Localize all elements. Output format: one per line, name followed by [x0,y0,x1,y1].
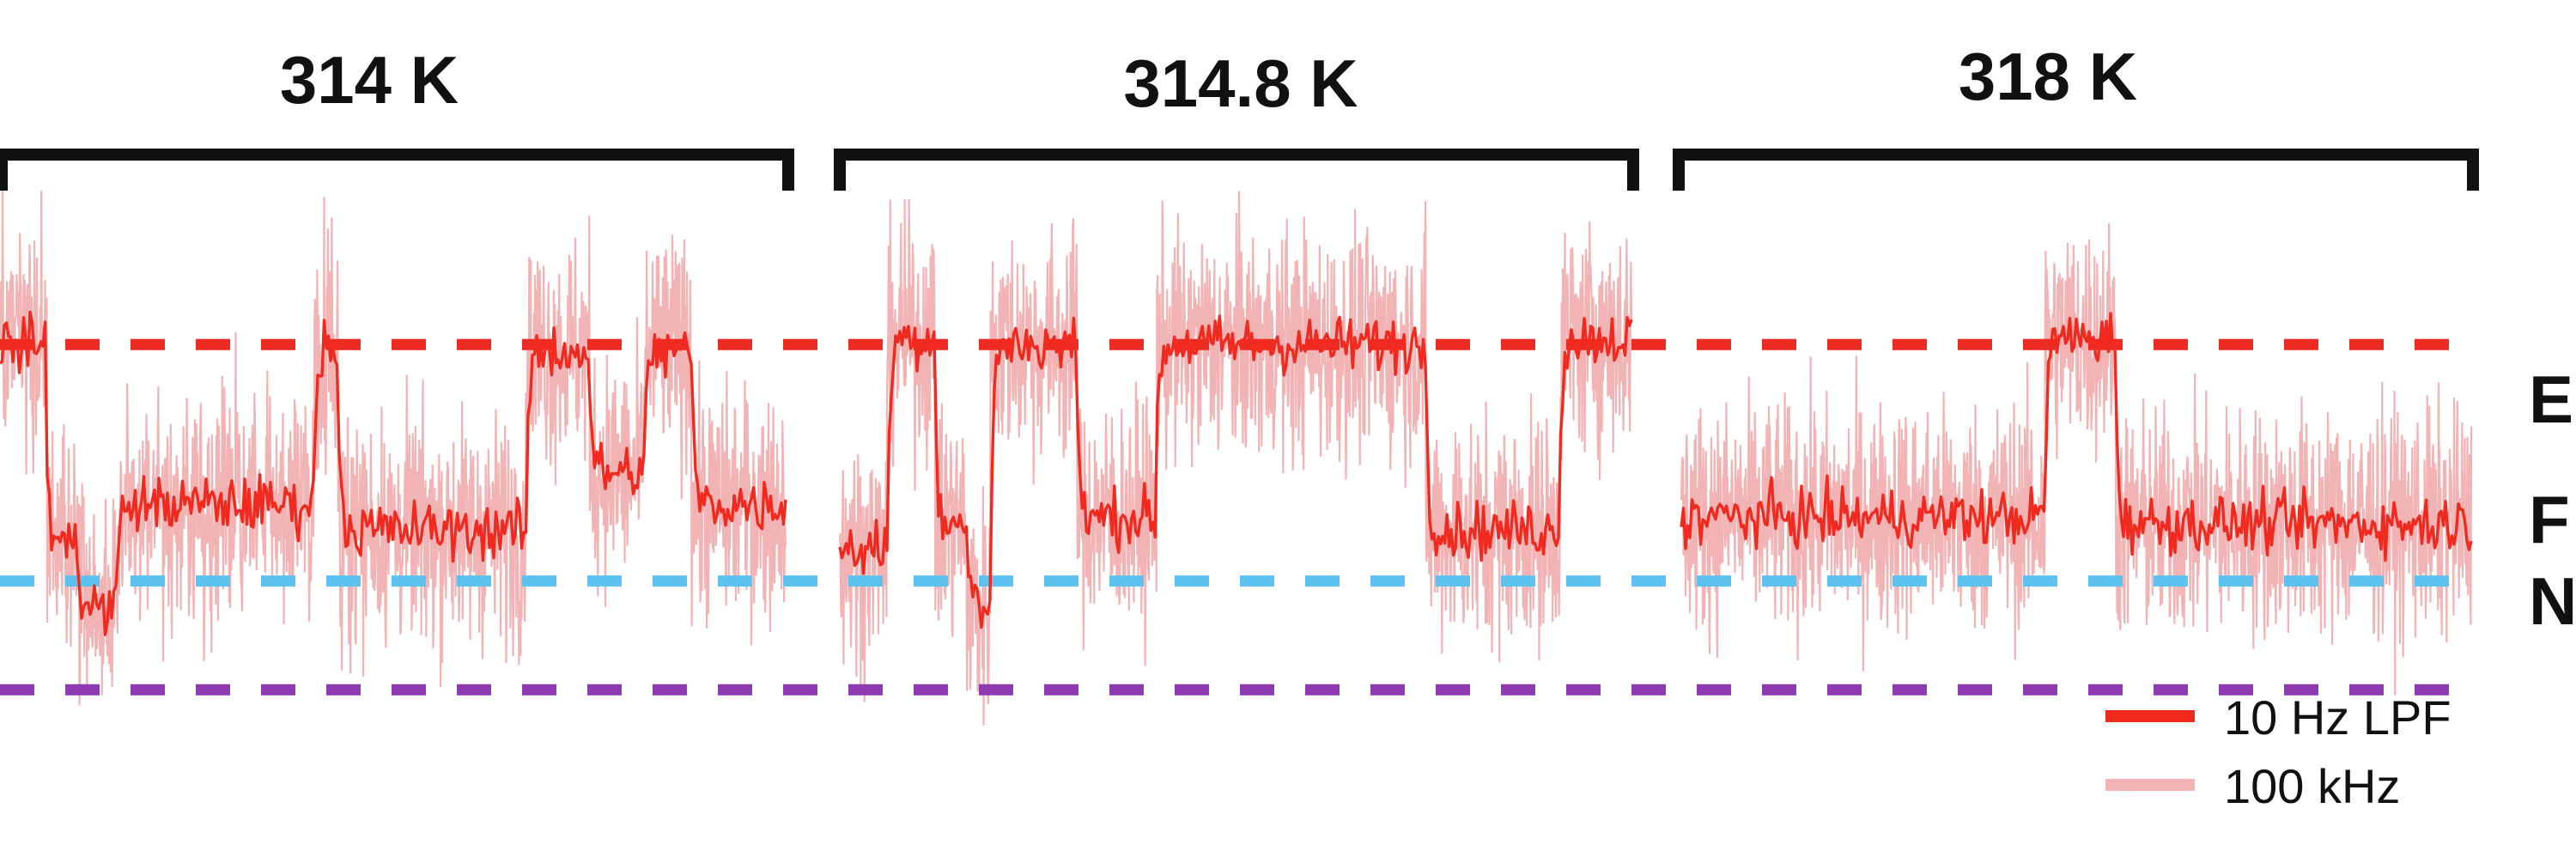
series-line-10hz-lpf [0,310,787,636]
level-label-f: F [2529,482,2570,557]
panel-bracket [0,149,794,191]
panel-title-314-8k: 314.8 K [1123,46,1358,121]
panel-title-314k: 314 K [280,42,459,118]
legend-swatch-raw [2105,779,2195,791]
reference-lines-layer [0,338,2471,696]
level-label-n: N [2529,563,2576,639]
panel-title-318k: 318 K [1959,39,2137,114]
series-line-100khz [838,191,1633,726]
legend: 10 Hz LPF 100 kHz [2105,690,2451,813]
legend-swatch-lpf [2105,710,2195,722]
raw-trace-layer [0,183,2473,726]
panel-brackets-layer [0,149,2479,191]
legend-label-lpf: 10 Hz LPF [2224,690,2451,744]
series-line-100khz [1680,222,2473,696]
legend-label-raw: 100 kHz [2224,759,2400,813]
series-line-100khz [0,183,787,706]
series-line-10hz-lpf [1680,312,2473,562]
filtered-trace-layer [0,310,2473,636]
series-line-10hz-lpf [838,314,1633,629]
level-label-e: E [2529,362,2573,437]
panel-bracket [1673,149,2479,191]
panel-bracket [834,149,1639,191]
